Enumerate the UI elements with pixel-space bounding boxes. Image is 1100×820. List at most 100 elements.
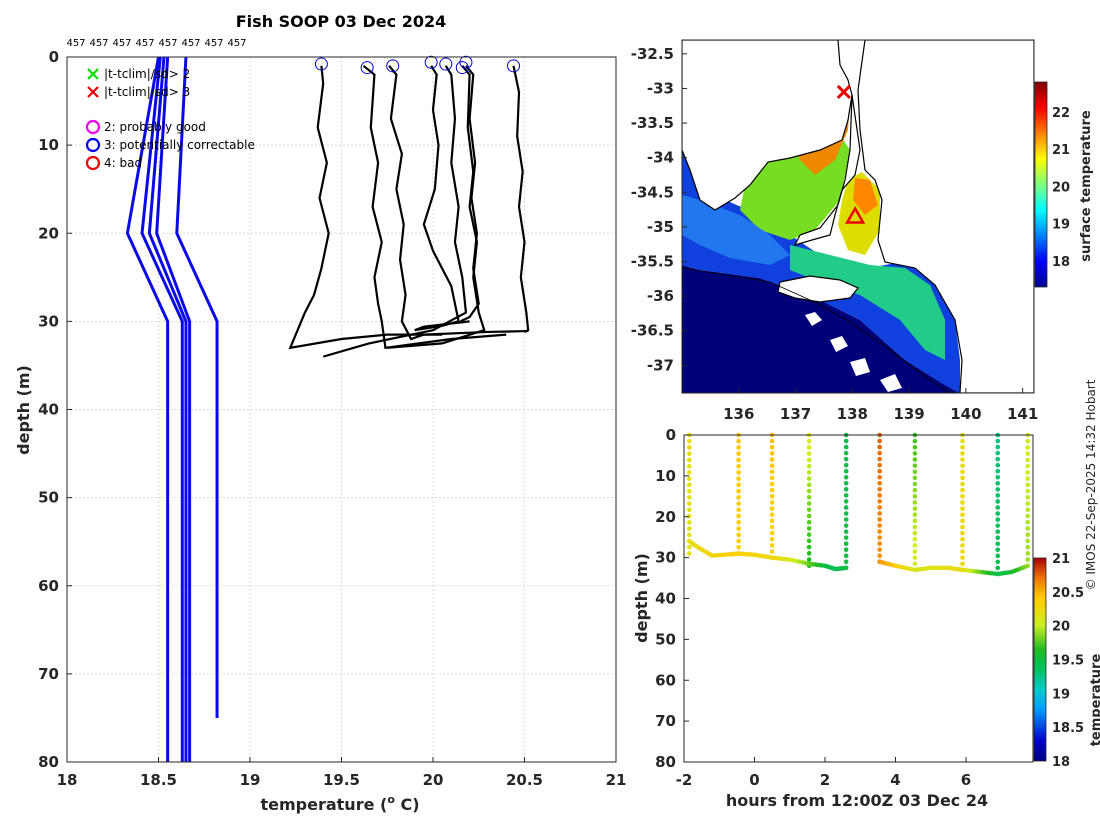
section-sample-point xyxy=(1025,519,1031,525)
section-sample-point xyxy=(912,518,918,524)
section-sample-point xyxy=(960,451,965,456)
section-sample-point xyxy=(1025,513,1031,519)
map-axes-frame xyxy=(681,39,1035,394)
section-sample-point xyxy=(960,543,965,548)
map-y-tick-label: -35 xyxy=(647,218,674,236)
temperature-profile-profile-3 xyxy=(388,65,529,341)
section-sample-point xyxy=(995,565,1001,571)
shelf-cyan xyxy=(790,245,945,360)
x-axis-label-text: temperature ( xyxy=(260,795,387,814)
section-sample-point xyxy=(960,555,965,560)
x-tick-label: 20.5 xyxy=(506,771,543,789)
section-sample-point xyxy=(769,487,775,493)
map-x-tick-label: 137 xyxy=(780,405,811,423)
section-sample-point xyxy=(843,559,849,565)
section-sample-point xyxy=(960,469,965,475)
profile-count-label: 457 xyxy=(89,38,108,49)
section-sample-point xyxy=(877,487,882,492)
section-sample-point xyxy=(843,535,849,540)
section-sample-point xyxy=(995,493,1001,498)
section-sample-point xyxy=(686,470,692,475)
map-track-end-marker xyxy=(836,84,851,99)
section-sample-point xyxy=(995,444,1001,450)
section-sample-point xyxy=(736,488,741,494)
y-tick-label: 80 xyxy=(38,753,59,771)
section-sample-point xyxy=(736,482,741,488)
section-sample-point xyxy=(995,450,1001,456)
section-sample-point xyxy=(995,505,1001,510)
section-sample-point xyxy=(1025,532,1031,537)
section-sample-point xyxy=(686,482,692,488)
map-y-tick-label: -35.5 xyxy=(631,252,674,270)
section-sample-point xyxy=(736,507,741,513)
section-sample-point xyxy=(877,450,882,456)
section-y-tick-label: 10 xyxy=(655,467,676,485)
section-sample-point xyxy=(736,470,741,475)
section-sample-point xyxy=(843,481,849,486)
section-sample-point xyxy=(843,444,849,450)
section-sample-point xyxy=(877,499,882,504)
section-sample-point xyxy=(912,555,918,560)
y-tick-label: 60 xyxy=(38,577,59,595)
map-y-tick-label: -37 xyxy=(647,356,674,374)
section-sample-point xyxy=(995,487,1001,492)
section-sample-point xyxy=(912,481,918,487)
section-sample-point xyxy=(843,456,849,462)
temperature-profile-profile-1 xyxy=(288,65,443,350)
x-tick-label: 19 xyxy=(240,771,261,789)
section-sample-point xyxy=(995,481,1001,486)
section-sample-point xyxy=(806,532,812,537)
section-sample-point xyxy=(1025,470,1031,475)
section-x-tick-label: 2 xyxy=(820,771,830,789)
section-sample-point xyxy=(912,536,918,542)
section-colorbar-ticks: 18 18.5 19 19.5 20 20.5 21 xyxy=(1052,552,1084,770)
section-y-tick-label: 80 xyxy=(655,753,676,771)
section-sample-point xyxy=(1025,488,1031,494)
shelf-teal xyxy=(682,195,790,265)
y-tick-label: 20 xyxy=(38,224,59,242)
section-sample-point xyxy=(686,532,692,538)
section-sample-point xyxy=(769,475,775,481)
map-x-tick-label: 136 xyxy=(723,405,754,423)
cloud-gap-1 xyxy=(805,312,822,326)
section-sample-point xyxy=(912,512,918,518)
map-x-tick-label: 141 xyxy=(1007,405,1038,423)
section-sample-point xyxy=(843,438,849,444)
section-sample-point xyxy=(960,494,965,499)
section-sample-point xyxy=(806,494,812,500)
section-sample-point xyxy=(995,499,1001,504)
section-sample-point xyxy=(877,529,882,534)
section-sample-point xyxy=(912,444,918,450)
section-sample-point xyxy=(960,487,965,493)
section-colorbar-tick-label: 21 xyxy=(1052,552,1070,567)
section-bottom-point xyxy=(1022,564,1028,570)
section-sample-point xyxy=(686,438,692,444)
x-tick-label: 21 xyxy=(606,771,627,789)
section-sample-point xyxy=(1025,551,1031,556)
section-sample-point xyxy=(843,499,849,504)
legend-entry-label: 4: bad xyxy=(104,156,142,170)
section-sample-point xyxy=(769,451,775,456)
legend: |t-tclim|/sd> 2 |t-tclim|/sd> 3 2: probabl… xyxy=(85,67,255,171)
credit-text: © IMOS 22-Sep-2025 14:32 Hobart xyxy=(1084,379,1098,590)
map-y-ticks: -32.5 -33 -33.5 -34 -34.5 -35 -35.5 -36 -36.5 -37 xyxy=(631,45,687,374)
section-sample-point xyxy=(912,487,918,493)
section-sample-point xyxy=(769,518,775,524)
section-sample-point xyxy=(769,512,775,518)
section-sample-point xyxy=(806,457,812,463)
section-sample-point xyxy=(912,457,918,462)
section-sample-point xyxy=(995,559,1001,565)
section-sample-point xyxy=(769,530,775,536)
y-tick-label: 50 xyxy=(38,489,59,507)
section-sample-point xyxy=(1025,438,1031,444)
profile-count-label: 457 xyxy=(135,38,154,49)
section-sample-point xyxy=(736,501,741,506)
section-sample-point xyxy=(736,526,741,531)
section-sample-point xyxy=(960,536,965,542)
temperature-profile-profile-5 xyxy=(322,65,468,358)
climatology-line-clim-1 xyxy=(125,56,170,762)
section-sample-point xyxy=(995,523,1001,528)
section-sample-point xyxy=(877,511,882,516)
section-sample-point xyxy=(769,524,775,530)
section-sample-point xyxy=(877,474,882,480)
